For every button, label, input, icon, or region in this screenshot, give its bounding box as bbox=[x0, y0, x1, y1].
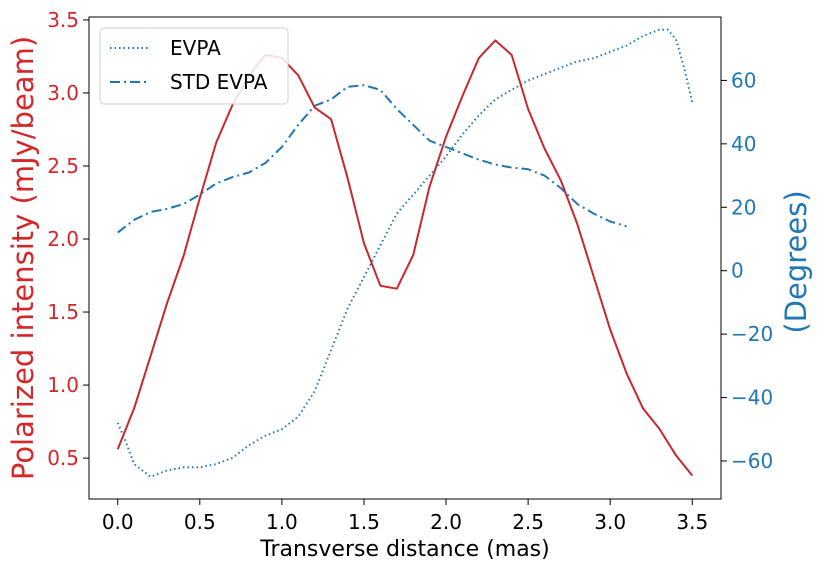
right-y-tick-label: −60 bbox=[731, 449, 773, 473]
x-tick-label: 1.5 bbox=[348, 510, 380, 534]
x-tick-label: 1.0 bbox=[266, 510, 298, 534]
right-y-axis-title: (Degrees) bbox=[779, 190, 813, 333]
right-y-tick-label: 60 bbox=[731, 68, 756, 92]
x-axis-title: Transverse distance (mas) bbox=[259, 537, 549, 562]
series-layer bbox=[116, 28, 694, 478]
series-line-std-evpa bbox=[117, 84, 627, 234]
x-tick-label: 3.5 bbox=[676, 510, 708, 534]
left-y-tick-label: 1.0 bbox=[47, 373, 79, 397]
x-axis: 0.0 0.5 1.0 1.5 2.0 2.5 3.0 3.5 bbox=[102, 499, 708, 534]
left-y-tick-label: 3.0 bbox=[47, 81, 79, 105]
left-y-tick-label: 0.5 bbox=[47, 446, 79, 470]
legend-label-evpa: EVPA bbox=[170, 36, 221, 60]
legend: EVPA STD EVPA bbox=[99, 27, 289, 105]
legend-label-std-evpa: STD EVPA bbox=[170, 70, 268, 94]
left-y-tick-label: 2.5 bbox=[47, 154, 79, 178]
x-tick-label: 0.5 bbox=[184, 510, 216, 534]
right-y-tick-label: 0 bbox=[731, 259, 744, 283]
right-y-tick-label: −20 bbox=[731, 322, 773, 346]
left-y-tick-label: 1.5 bbox=[47, 300, 79, 324]
right-y-axis: −60 −40 −20 0 20 40 60 bbox=[721, 68, 773, 473]
x-tick-label: 2.0 bbox=[430, 510, 462, 534]
x-tick-label: 2.5 bbox=[512, 510, 544, 534]
plot-frame bbox=[88, 16, 722, 500]
left-y-tick-label: 2.0 bbox=[47, 227, 79, 251]
left-y-tick-label: 3.5 bbox=[47, 8, 79, 32]
left-y-axis-title: Polarized intensity (mJy/beam) bbox=[6, 36, 40, 480]
x-tick-label: 3.0 bbox=[594, 510, 626, 534]
series-line-polarized-intensity bbox=[116, 39, 694, 477]
left-y-axis: 0.5 1.0 1.5 2.0 2.5 3.0 3.5 bbox=[47, 8, 89, 470]
x-tick-label: 0.0 bbox=[102, 510, 134, 534]
right-y-tick-label: 20 bbox=[731, 195, 756, 219]
right-y-tick-label: 40 bbox=[731, 132, 756, 156]
right-y-tick-label: −40 bbox=[731, 386, 773, 410]
